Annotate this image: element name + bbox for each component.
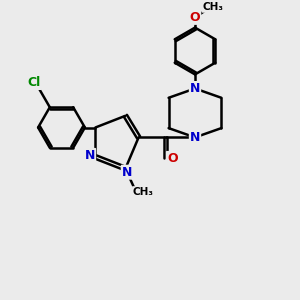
Text: O: O	[190, 11, 200, 24]
Text: Cl: Cl	[28, 76, 41, 89]
Text: N: N	[190, 82, 200, 95]
Text: N: N	[190, 131, 200, 144]
Text: CH₃: CH₃	[202, 2, 224, 12]
Text: CH₃: CH₃	[133, 187, 154, 197]
Text: O: O	[167, 152, 178, 165]
Text: N: N	[122, 166, 132, 179]
Text: N: N	[85, 149, 95, 162]
